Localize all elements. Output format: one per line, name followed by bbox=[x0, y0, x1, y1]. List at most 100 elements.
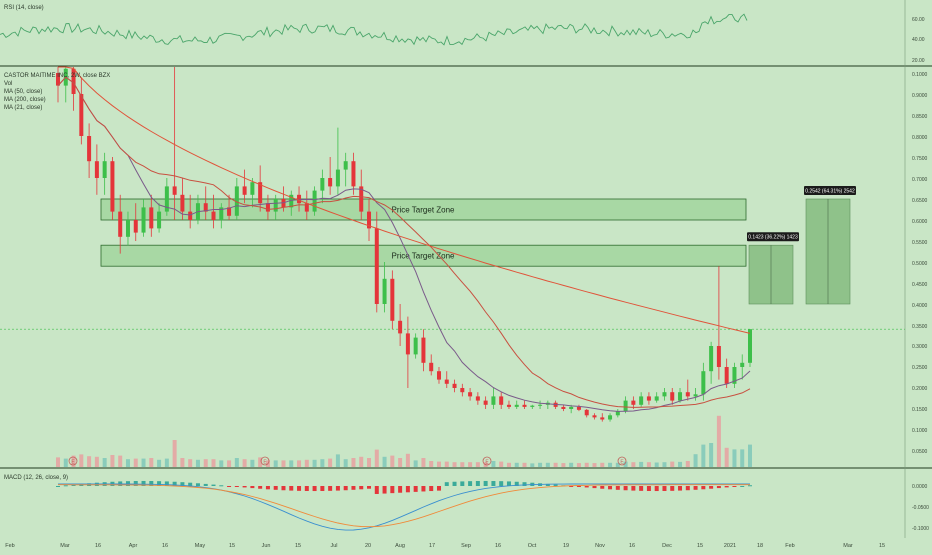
volume-bar bbox=[304, 459, 309, 467]
candle-body bbox=[576, 406, 581, 410]
candle-body bbox=[157, 211, 162, 229]
candle-body bbox=[320, 178, 325, 191]
time-axis-label: 15 bbox=[295, 543, 301, 549]
macd-histogram-bar bbox=[141, 480, 146, 486]
price-legend-ma200: MA (200, close) bbox=[4, 97, 46, 103]
candle-body bbox=[592, 415, 597, 418]
time-axis-label: 15 bbox=[879, 543, 885, 549]
candle-body bbox=[234, 186, 239, 216]
macd-histogram-bar bbox=[491, 481, 496, 486]
price-tick-label: 0.7500 bbox=[912, 156, 928, 162]
price-tick-label: 0.7000 bbox=[912, 177, 928, 183]
candle-body bbox=[304, 203, 309, 212]
candle-body bbox=[390, 278, 395, 321]
candle-body bbox=[639, 396, 644, 405]
volume-bar bbox=[452, 462, 457, 467]
candle-body bbox=[71, 68, 76, 94]
macd-histogram-bar bbox=[576, 486, 581, 487]
macd-histogram-bar bbox=[499, 481, 504, 486]
candle-body bbox=[483, 400, 488, 405]
price-legend-title: CASTOR MAITIME INC, 2W, close BZX bbox=[4, 73, 110, 79]
macd-histogram-bar bbox=[63, 485, 68, 487]
signal-line bbox=[58, 484, 750, 528]
candle-body bbox=[110, 161, 115, 212]
macd-histogram-bar bbox=[367, 486, 372, 489]
volume-bar bbox=[678, 461, 683, 467]
macd-histogram-bar bbox=[592, 486, 597, 489]
candle-body bbox=[374, 228, 379, 304]
macd-histogram-bar bbox=[133, 481, 138, 486]
candle-body bbox=[188, 211, 193, 220]
macd-panel: 0.0000 -0.0500 -0.1000 bbox=[56, 480, 929, 532]
candle-body bbox=[328, 178, 333, 187]
macd-histogram-bar bbox=[289, 486, 294, 491]
volume-bar bbox=[460, 462, 465, 467]
candle-body bbox=[398, 320, 403, 334]
macd-histogram-bar bbox=[646, 486, 651, 491]
macd-histogram-bar bbox=[631, 486, 636, 491]
volume-bar bbox=[320, 459, 325, 467]
candle-body bbox=[164, 186, 169, 212]
macd-line bbox=[58, 483, 750, 531]
candle-body bbox=[56, 73, 60, 86]
candle-body bbox=[701, 371, 706, 395]
volume-bar bbox=[631, 462, 636, 467]
volume-bar bbox=[234, 458, 239, 467]
volume-bar bbox=[110, 455, 115, 467]
macd-histogram-bar bbox=[320, 486, 325, 491]
volume-bar bbox=[133, 458, 138, 467]
macd-histogram-bar bbox=[149, 481, 154, 486]
volume-bar bbox=[141, 458, 146, 467]
volume-bar bbox=[94, 456, 99, 467]
earnings-marker-icon bbox=[617, 456, 627, 466]
volume-bar bbox=[475, 462, 480, 467]
candle-body bbox=[421, 337, 426, 363]
candle-body bbox=[219, 207, 224, 220]
volume-bar bbox=[149, 458, 154, 467]
macd-histogram-bar bbox=[716, 486, 721, 489]
time-axis: Feb Mar 16 Apr 16 May 15 Jun 15 Jul 20 Aug 17 Sep 16 Oc… bbox=[5, 543, 885, 549]
volume-bar bbox=[514, 462, 519, 467]
candle-body bbox=[732, 367, 737, 384]
earnings-marker-label: E bbox=[485, 460, 489, 466]
measure-label-box bbox=[747, 232, 799, 242]
candle-body bbox=[250, 182, 255, 195]
macd-histogram-bar bbox=[429, 486, 434, 492]
volume-bar bbox=[662, 462, 667, 467]
price-legend-ma50: MA (50, close) bbox=[4, 89, 42, 95]
volume-bar bbox=[429, 461, 434, 467]
volume-bar bbox=[413, 460, 418, 467]
volume-bar bbox=[553, 462, 558, 467]
candle-body bbox=[475, 396, 480, 401]
volume-bar bbox=[125, 459, 130, 467]
price-tick-label: 0.3000 bbox=[912, 344, 928, 350]
volume-bar bbox=[654, 462, 659, 467]
volume-bar bbox=[421, 458, 426, 467]
volume-bar bbox=[63, 458, 68, 467]
macd-histogram-bar bbox=[71, 484, 76, 486]
volume-bar bbox=[87, 456, 92, 467]
macd-histogram-bar bbox=[623, 486, 628, 491]
macd-histogram-bar bbox=[172, 481, 177, 486]
measure-label-box bbox=[804, 186, 856, 195]
price-tick-label: 0.4500 bbox=[912, 282, 928, 288]
volume-bar bbox=[569, 462, 574, 467]
candle-body bbox=[79, 94, 84, 136]
candle-body bbox=[102, 161, 107, 178]
time-axis-label: 16 bbox=[629, 543, 635, 549]
macd-tick-label: -0.0500 bbox=[912, 505, 929, 511]
macd-histogram-bar bbox=[436, 486, 441, 491]
time-axis-label: 15 bbox=[697, 543, 703, 549]
volume-bar bbox=[522, 462, 527, 467]
macd-histogram-bar bbox=[265, 486, 270, 490]
volume-bar bbox=[203, 459, 208, 467]
volume-bar bbox=[56, 457, 60, 467]
macd-histogram-bar bbox=[483, 480, 488, 486]
price-panel: 0.1000 0.9000 0.8500 0.8000 0.7500 0.7000 0.65… bbox=[0, 66, 928, 467]
macd-histogram-bar bbox=[164, 481, 169, 486]
candle-body bbox=[382, 278, 387, 304]
volume-bar bbox=[748, 444, 752, 467]
price-tick-label: 0.6000 bbox=[912, 219, 928, 225]
price-tick-label: 0.9000 bbox=[912, 93, 928, 99]
